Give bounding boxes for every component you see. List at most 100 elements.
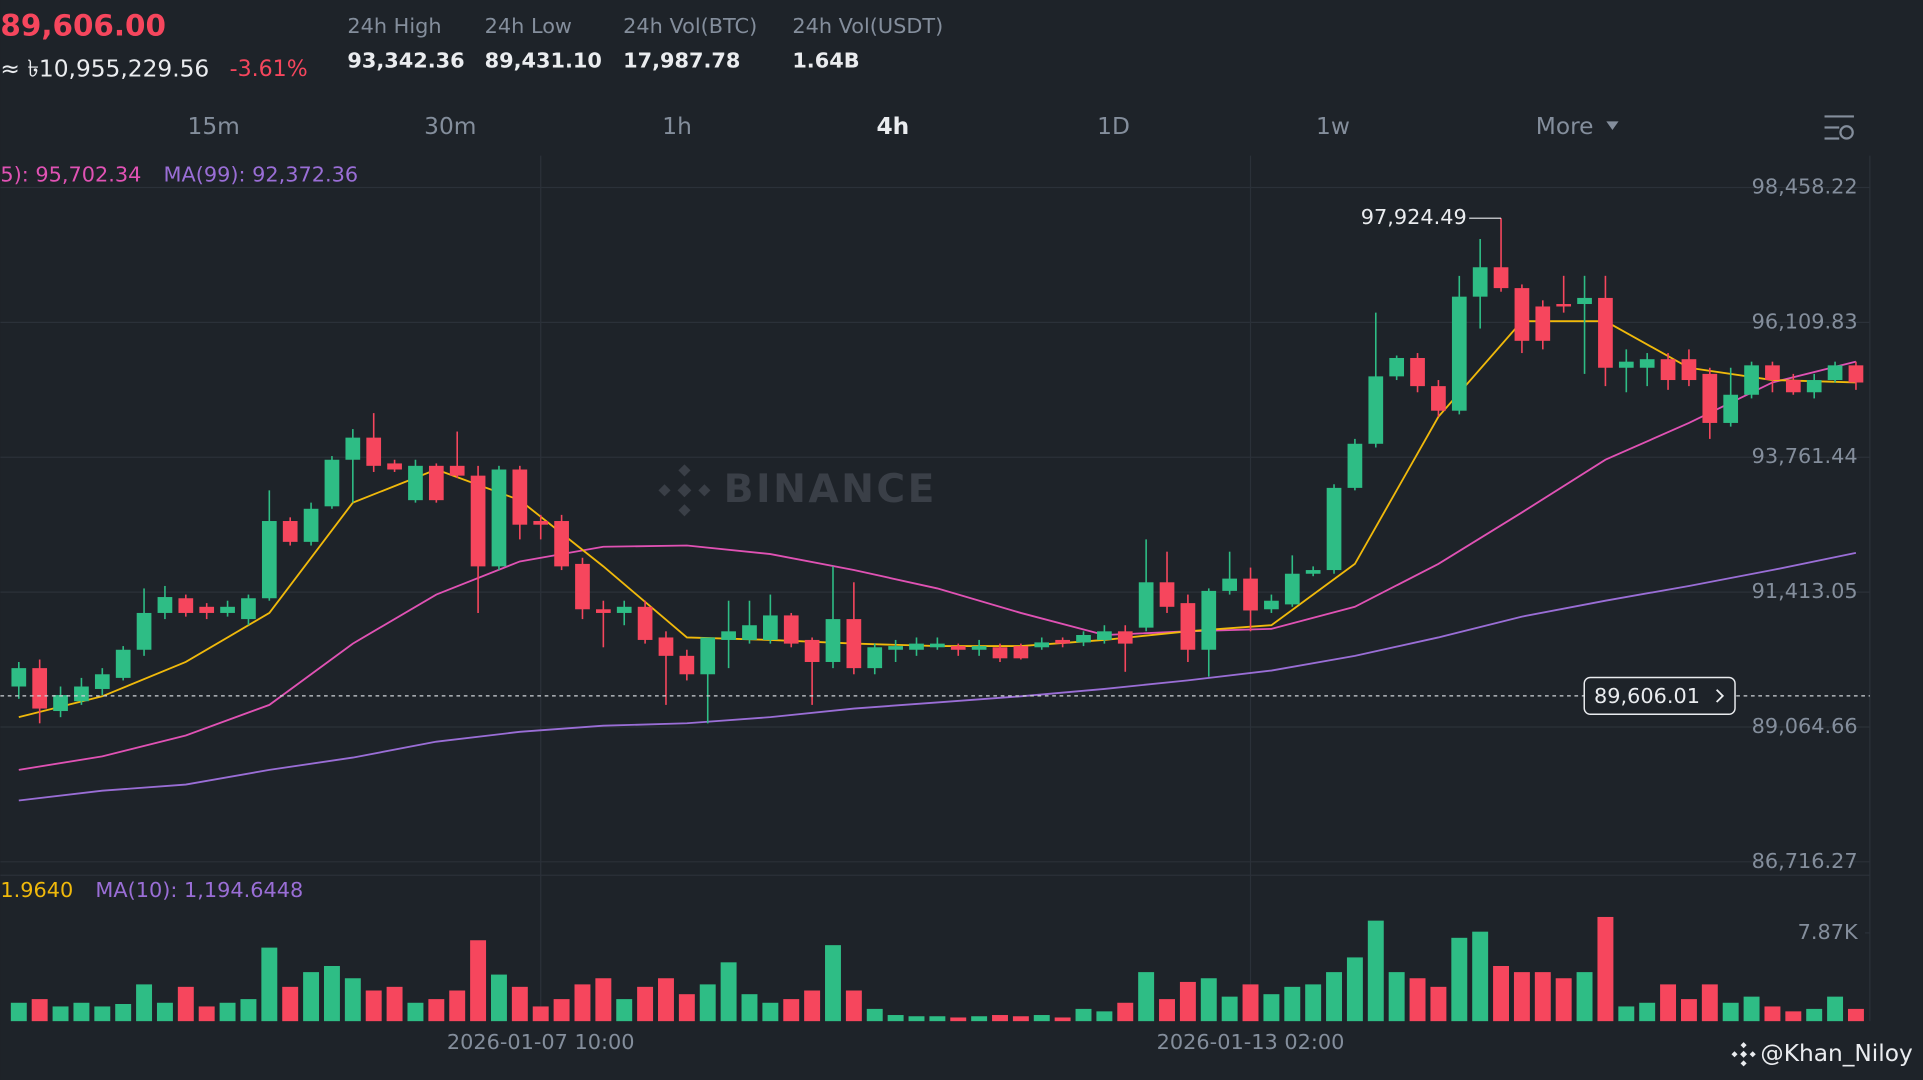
volume-bar	[574, 984, 591, 1022]
volume-bar	[52, 1006, 69, 1022]
candle-body	[324, 459, 340, 507]
settings-icon[interactable]	[1824, 115, 1854, 140]
volume-bar	[261, 947, 278, 1022]
volume-bar	[1096, 1011, 1113, 1022]
candle-body	[470, 475, 486, 567]
candle-body	[449, 465, 465, 476]
price-change: -3.61%	[230, 57, 308, 82]
candle-body	[1117, 631, 1133, 644]
interval-tab[interactable]: 30m	[424, 113, 476, 140]
interval-tab[interactable]: 1D	[1097, 113, 1130, 140]
moving-average	[18, 551, 1857, 802]
candle-body	[616, 606, 632, 613]
stat-label: 24h Vol(USDT)	[792, 14, 943, 38]
candle-body	[1556, 304, 1572, 307]
candle-body	[1389, 357, 1405, 377]
volume-bar	[1597, 916, 1614, 1022]
candle-body	[157, 597, 173, 613]
candle-body	[595, 609, 611, 613]
volume-bar	[1159, 999, 1175, 1022]
volume-bar	[1430, 986, 1447, 1022]
candle-body	[53, 695, 68, 712]
candle-body	[1723, 394, 1739, 423]
candle-body	[408, 465, 423, 501]
candle-body	[763, 615, 778, 640]
volume-bar	[1221, 996, 1238, 1022]
volume-legend: 1.9640	[0, 878, 73, 902]
volume-bar	[449, 990, 466, 1022]
stat-label: 24h Vol(BTC)	[623, 14, 757, 38]
candle-body	[220, 606, 235, 613]
candle-body	[1138, 582, 1154, 628]
candle-body	[637, 606, 653, 640]
candle-body	[1827, 365, 1843, 381]
candle-body	[1806, 380, 1822, 393]
volume-bar	[1367, 920, 1384, 1022]
candle-body	[1347, 443, 1363, 488]
volume-bar	[1576, 972, 1593, 1022]
candle-body	[1681, 359, 1697, 381]
volume-legend: MA(10): 1,194.6448	[95, 878, 303, 902]
stat-value: 93,342.36	[347, 48, 464, 72]
candle-body	[679, 655, 695, 675]
volume-bar	[323, 965, 340, 1022]
candle-body	[1097, 631, 1112, 640]
y-tick-label: 98,458.22	[1752, 175, 1858, 199]
volume-bar	[136, 984, 153, 1022]
last-price-chevron[interactable]	[1715, 689, 1725, 703]
interval-tab[interactable]: More	[1536, 113, 1594, 140]
more-caret[interactable]	[1606, 121, 1619, 130]
moving-average	[18, 360, 1857, 771]
last-price-label[interactable]: 89,606.01	[1594, 684, 1700, 708]
volume-bar	[1409, 978, 1426, 1022]
candle-body	[1472, 267, 1488, 297]
volume-bar	[971, 1016, 988, 1022]
candle-body	[1410, 357, 1425, 387]
volume-bar	[804, 990, 821, 1022]
candle-body	[366, 437, 382, 466]
volume-bar	[386, 986, 403, 1022]
candle-body	[11, 668, 27, 687]
stat-value: 17,987.78	[623, 48, 740, 72]
volume-bar	[1012, 1016, 1029, 1022]
volume-bar	[511, 986, 528, 1022]
volume-bar	[1639, 1002, 1656, 1022]
interval-tab[interactable]: 1w	[1316, 113, 1350, 140]
candle-body	[1180, 603, 1196, 650]
interval-tab[interactable]: 4h	[876, 113, 909, 140]
volume-bar	[1117, 1002, 1134, 1022]
candle-body	[1639, 359, 1655, 368]
y-tick-label: 93,761.44	[1752, 444, 1858, 468]
credit: @Khan_Niloy	[1760, 1040, 1913, 1067]
candle-body	[888, 646, 903, 650]
last-price-box[interactable]	[1583, 676, 1736, 715]
volume-bar	[1346, 957, 1363, 1022]
y-tick-label: 7.87K	[1798, 920, 1859, 944]
candle-body	[1076, 634, 1091, 643]
volume-bar	[678, 994, 695, 1022]
candle-body	[1305, 570, 1321, 574]
volume-bar	[490, 974, 507, 1022]
interval-tab[interactable]: 15m	[188, 113, 240, 140]
candle-body	[825, 619, 841, 662]
candle-body	[178, 598, 194, 613]
volume-bar	[595, 978, 612, 1022]
candle-body	[74, 686, 89, 702]
candle-body	[303, 508, 319, 542]
volume-bar	[303, 972, 320, 1022]
candle-body	[1284, 573, 1300, 605]
volume-bar	[1493, 965, 1510, 1022]
volume-bar	[428, 999, 445, 1022]
volume-bar	[950, 1017, 967, 1022]
volume-bar	[10, 1002, 27, 1022]
interval-tab[interactable]: 1h	[662, 113, 692, 140]
candle-body	[1702, 373, 1718, 423]
volume-bar	[115, 1003, 132, 1022]
candle-body	[1034, 642, 1050, 648]
y-tick-label: 86,716.27	[1752, 849, 1858, 873]
candle-body	[1785, 380, 1801, 393]
candle-body	[428, 465, 444, 501]
candle-body	[804, 639, 820, 662]
